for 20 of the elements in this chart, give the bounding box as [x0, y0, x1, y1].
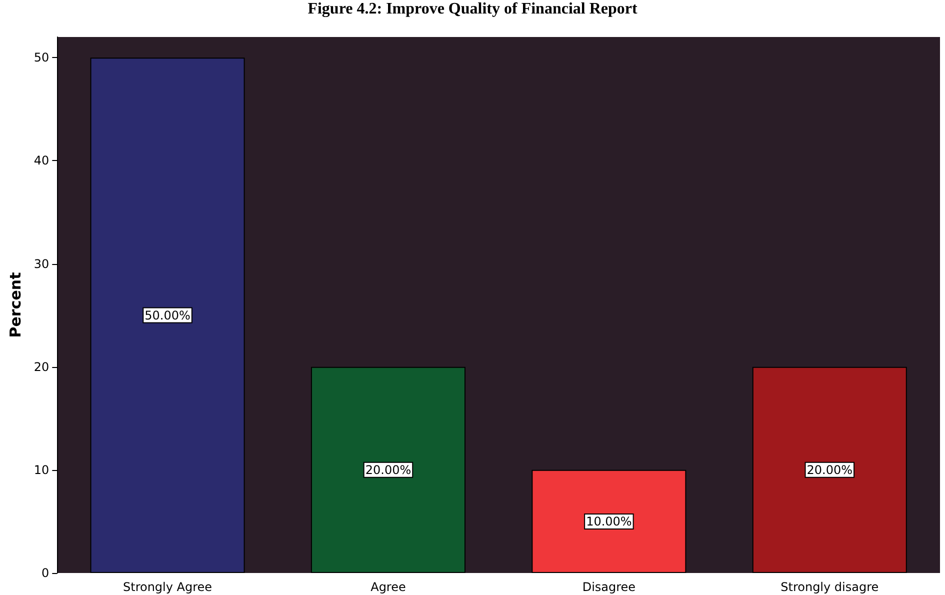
y-tick-label: 30	[34, 256, 50, 271]
bar	[752, 366, 907, 573]
y-tick-label: 0	[42, 566, 50, 580]
data-label: 50.00%	[144, 308, 190, 322]
chart-title: Figure 4.2: Improve Quality of Financial Report	[308, 0, 638, 18]
bar	[532, 470, 686, 573]
x-tick-label: Agree	[370, 580, 406, 594]
data-label: 20.00%	[806, 462, 853, 477]
x-tick-label: Strongly disagre	[780, 580, 879, 594]
y-tick-label: 20	[34, 360, 50, 374]
x-tick-label: Strongly Agree	[122, 580, 212, 594]
y-tick-label: 50	[34, 50, 50, 65]
y-tick-label: 10	[34, 462, 50, 477]
y-tick-label: 40	[34, 154, 50, 168]
data-label: 20.00%	[365, 462, 412, 477]
data-label: 10.00%	[586, 514, 632, 528]
bar	[310, 366, 466, 573]
x-tick-label: Disagree	[582, 580, 636, 594]
bar	[90, 58, 245, 573]
y-axis-title: Percent	[6, 272, 24, 338]
